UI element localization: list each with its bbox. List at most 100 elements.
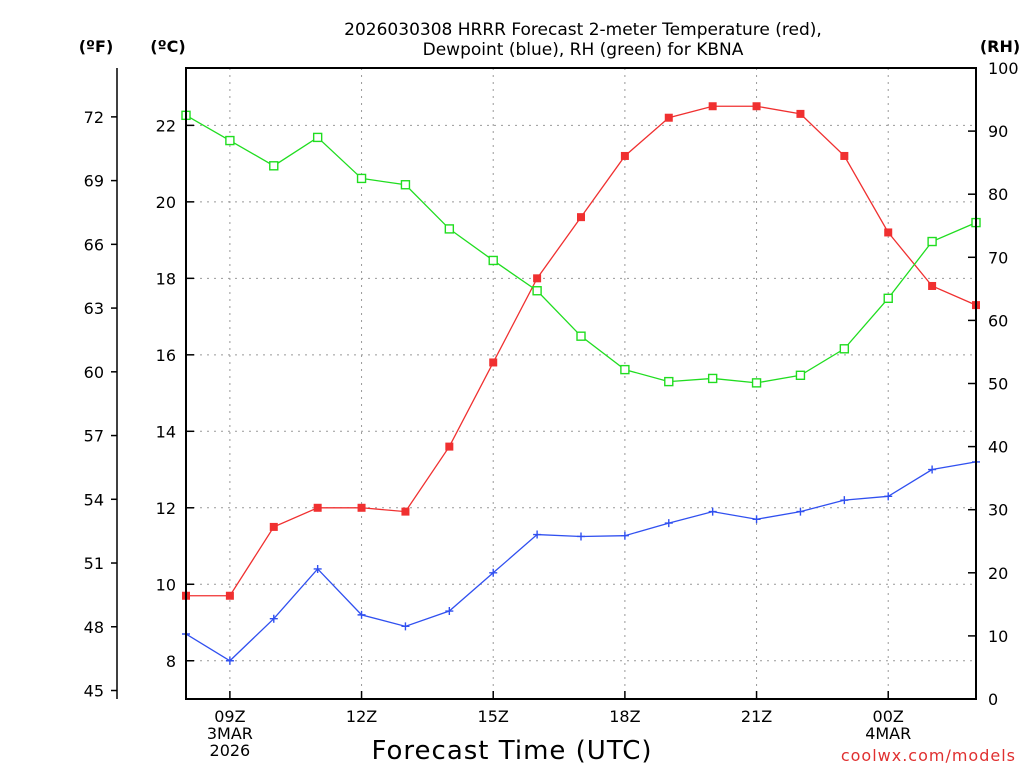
2-meter-temperature-series (182, 102, 980, 600)
dewpoint-point (577, 532, 585, 541)
x-tick-label: 12Z (346, 707, 377, 726)
plot-frame (185, 67, 977, 700)
x-tick-label: 3MAR (207, 724, 253, 743)
rh-point (269, 161, 279, 171)
2-meter-temperature-point (225, 591, 234, 600)
rh-line (185, 114, 977, 384)
rh-point (444, 224, 455, 234)
rh-point (225, 135, 235, 146)
2-meter-temperature-point (313, 503, 322, 512)
rh-tick-label: 10 (988, 627, 1008, 646)
celsius-tick-label: 18 (156, 269, 176, 288)
dewpoint-point (620, 531, 629, 540)
2-meter-temperature-point (269, 522, 278, 531)
dewpoint-point (708, 507, 717, 516)
dewpoint-point (401, 622, 410, 631)
x-tick-label: 18Z (609, 707, 640, 726)
2-meter-temperature-point (664, 113, 673, 122)
celsius-unit-label: (ºC) (150, 37, 185, 56)
celsius-tick-label: 12 (156, 499, 176, 518)
2-meter-temperature-point (884, 228, 893, 237)
fahrenheit-tick-label: 69 (84, 172, 104, 191)
fahrenheit-tick-label: 63 (84, 299, 104, 318)
rh-point (839, 344, 850, 354)
rh-point (927, 236, 937, 247)
dewpoint-point (840, 496, 849, 505)
2-meter-temperature-point (489, 358, 498, 367)
2-meter-temperature-point (533, 274, 542, 283)
rh-point (532, 286, 542, 296)
dewpoint-point (928, 465, 937, 474)
rh-tick-label: 60 (988, 311, 1008, 330)
rh-tick-label: 90 (988, 122, 1008, 141)
grid-lines (186, 68, 976, 699)
2-meter-temperature-point (577, 213, 585, 222)
fahrenheit-tick-label: 60 (84, 363, 104, 382)
rh-unit-label: (RH) (980, 37, 1020, 56)
rh-tick-label: 20 (988, 564, 1008, 583)
fahrenheit-tick-label: 72 (84, 108, 104, 127)
dewpoint-series (182, 457, 980, 665)
x-tick-label: 21Z (741, 707, 772, 726)
celsius-tick-label: 14 (156, 422, 176, 441)
rh-point (620, 364, 630, 375)
rh-point (795, 370, 806, 380)
dewpoint-line (185, 461, 977, 662)
celsius-tick-label: 8 (166, 652, 176, 671)
rh-series (181, 110, 981, 388)
axes (111, 67, 976, 700)
rh-point (356, 173, 367, 184)
chart-title-line-2: Dewpoint (blue), RH (green) for KBNA (423, 40, 744, 60)
x-axis-label: Forecast Time (UTC) (371, 736, 652, 766)
rh-point (751, 378, 762, 388)
dewpoint-point (445, 607, 454, 616)
rh-point (488, 255, 498, 266)
dewpoint-point (533, 530, 542, 539)
2-meter-temperature-point (445, 442, 454, 451)
celsius-tick-label: 16 (156, 346, 176, 365)
rh-point (312, 132, 323, 143)
x-tick-label: 00Z (873, 707, 904, 726)
fahrenheit-tick-label: 51 (84, 554, 104, 573)
fahrenheit-tick-label: 54 (84, 490, 104, 509)
x-tick-label: 2026 (210, 741, 251, 760)
2-meter-temperature-point (752, 102, 761, 111)
rh-tick-label: 0 (988, 690, 998, 709)
rh-point (664, 376, 674, 387)
2-meter-temperature-point (840, 151, 849, 160)
dewpoint-point (313, 564, 322, 573)
rh-point (576, 331, 586, 341)
rh-tick-label: 100 (988, 59, 1019, 78)
celsius-tick-label: 10 (156, 575, 176, 594)
fahrenheit-tick-label: 66 (84, 235, 104, 254)
dewpoint-point (752, 515, 761, 524)
rh-tick-label: 40 (988, 438, 1008, 457)
chart-title-line-1: 2026030308 HRRR Forecast 2-meter Tempera… (344, 20, 822, 40)
dewpoint-point (664, 519, 673, 528)
dewpoint-point (357, 610, 366, 619)
rh-point (707, 373, 718, 384)
2-meter-temperature-point (796, 109, 805, 118)
fahrenheit-tick-label: 57 (84, 427, 104, 446)
dewpoint-point (269, 614, 278, 623)
rh-point (883, 293, 893, 304)
x-tick-label: 15Z (478, 707, 509, 726)
celsius-tick-label: 20 (156, 193, 176, 212)
rh-tick-label: 80 (988, 185, 1008, 204)
fahrenheit-tick-label: 45 (84, 682, 104, 701)
x-tick-label: 09Z (214, 707, 245, 726)
fahrenheit-unit-label: (ºF) (79, 37, 114, 56)
2-meter-temperature-line (186, 105, 977, 597)
2-meter-temperature-point (928, 281, 937, 290)
dewpoint-point (884, 492, 893, 501)
credit-label: coolwx.com/models (841, 746, 1016, 765)
2-meter-temperature-point (708, 102, 717, 111)
dewpoint-point (796, 507, 805, 516)
dewpoint-point (225, 656, 234, 665)
x-tick-label: 4MAR (865, 724, 911, 743)
rh-tick-label: 30 (988, 501, 1008, 520)
data-series (181, 102, 981, 665)
2-meter-temperature-point (357, 503, 366, 512)
2-meter-temperature-point (620, 151, 629, 160)
